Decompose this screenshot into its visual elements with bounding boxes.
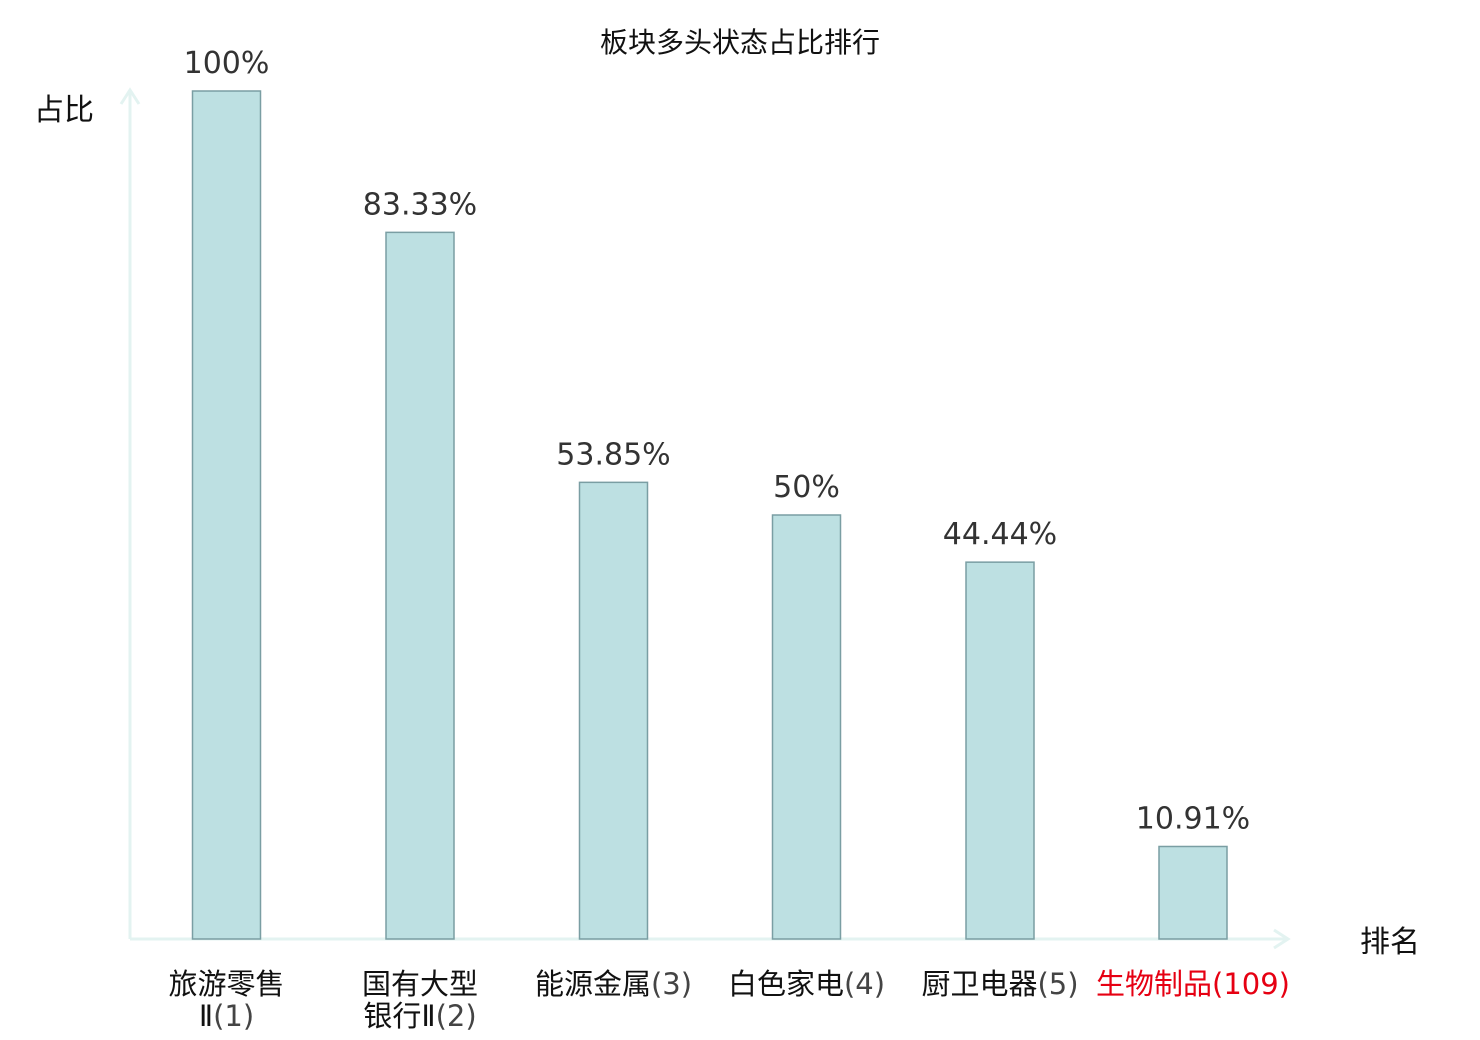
data-label: 53.85% [556, 437, 670, 472]
x-axis-label: 排名 [1360, 925, 1420, 960]
bar [771, 514, 842, 940]
data-label: 44.44% [943, 517, 1057, 552]
bars [191, 90, 1228, 940]
x-tick-label: 生物制品(109) [1096, 967, 1290, 1001]
data-label: 83.33% [363, 187, 477, 222]
x-tick-label-line: 白色家电(4) [728, 967, 885, 1001]
bar [1158, 845, 1228, 940]
data-label: 10.91% [1136, 801, 1250, 836]
x-tick-label: 厨卫电器(5) [921, 967, 1078, 1001]
y-axis-arrow [119, 87, 141, 105]
x-tick-label-line: 能源金属(3) [535, 967, 692, 1001]
x-tick-label-line: 国有大型 [362, 967, 478, 1001]
x-axis-arrow [1273, 928, 1291, 950]
bar [965, 561, 1035, 940]
y-axis-label: 占比 [34, 93, 94, 128]
x-tick-label-line: 银行Ⅱ(2) [363, 999, 476, 1033]
data-label: 100% [184, 46, 270, 81]
x-tick-label-line: Ⅱ(1) [199, 999, 254, 1033]
bar [578, 481, 649, 940]
bar [385, 231, 455, 940]
bar [191, 90, 262, 940]
axes [119, 87, 1291, 950]
data-label: 50% [773, 470, 840, 505]
x-tick-label-line: 旅游零售 [168, 967, 284, 1001]
data-labels: 100% 83.33% 53.85% 50% 44.44% 10.91% [184, 46, 1251, 836]
chart-title: 板块多头状态占比排行 [600, 26, 880, 59]
x-tick-label-line: 生物制品(109) [1096, 967, 1290, 1001]
x-tick-label-line: 厨卫电器(5) [921, 967, 1078, 1001]
x-tick-label: 能源金属(3) [535, 967, 692, 1001]
x-tick-label: 白色家电(4) [728, 967, 885, 1001]
